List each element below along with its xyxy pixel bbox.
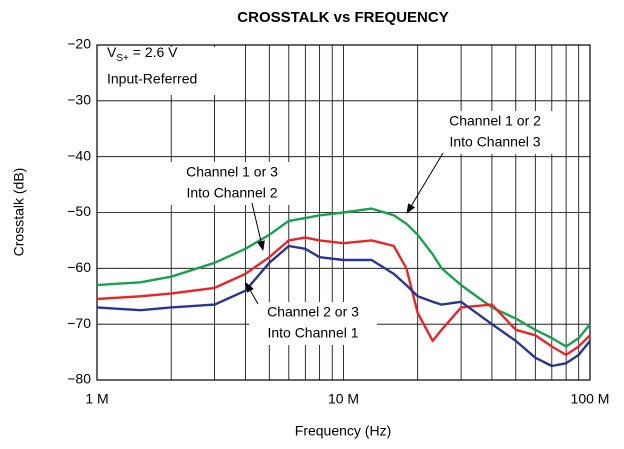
conditions-background: [101, 47, 231, 95]
x-tick-label: 10 M: [328, 391, 359, 407]
annotation-arrow: [251, 202, 265, 251]
y-tick-label: −60: [67, 259, 91, 275]
annotation-arrow: [245, 282, 259, 305]
y-axis-label: Crosstalk (dB): [11, 168, 27, 257]
series-annotation: Into Channel 2: [186, 185, 277, 201]
y-tick-label: −30: [67, 92, 91, 108]
y-tick-label: −70: [67, 315, 91, 331]
text-part: S+: [116, 53, 129, 64]
annotation-background: [429, 111, 561, 154]
text-part: = 2.6 V: [129, 44, 178, 60]
x-tick-label: 1 M: [85, 391, 108, 407]
series-annotation: Channel 1 or 2: [449, 113, 541, 129]
y-tick-label: −50: [67, 203, 91, 219]
chart-title: CROSSTALK vs FREQUENCY: [237, 9, 448, 26]
conditions-supply: VS+ = 2.6 V: [107, 44, 178, 64]
y-tick-label: −20: [67, 36, 91, 52]
series-annotation: Into Channel 3: [449, 134, 540, 150]
x-axis-label: Frequency (Hz): [295, 423, 391, 439]
series-annotation: Channel 2 or 3: [267, 304, 359, 320]
text-part: V: [107, 44, 117, 60]
plot-frame: [96, 44, 591, 381]
series-line: [96, 244, 591, 368]
series-line: [96, 236, 591, 357]
y-tick-label: −40: [67, 147, 91, 163]
series-line: [96, 207, 591, 348]
conditions-note: Input-Referred: [107, 71, 197, 87]
y-tick-label: −80: [67, 371, 91, 387]
series-annotation: Into Channel 1: [267, 325, 358, 341]
series-annotation: Channel 1 or 3: [186, 164, 278, 180]
annotation-background: [168, 162, 296, 205]
x-tick-label: 100 M: [571, 391, 610, 407]
annotation-arrow: [406, 152, 444, 214]
annotation-background: [249, 302, 377, 345]
